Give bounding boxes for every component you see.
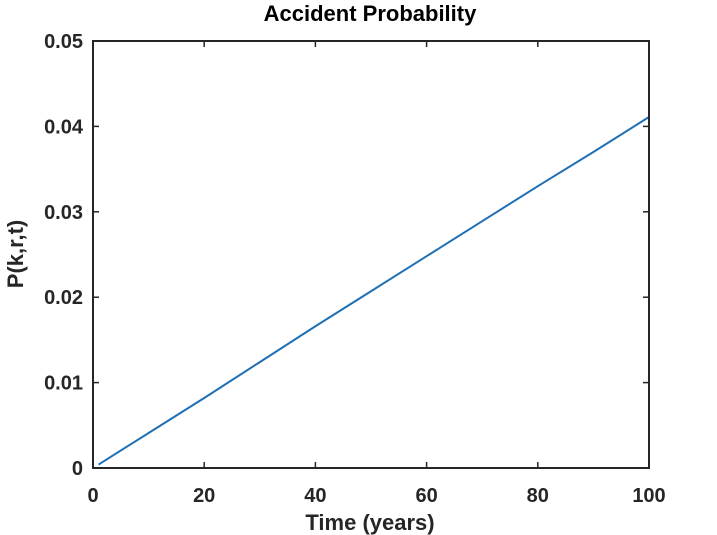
x-tick-label: 20 <box>193 485 215 507</box>
ticks-layer: 0 20 40 60 80 100 0 0.01 0.02 0.03 0.04 0.05 <box>44 31 666 507</box>
y-tick-label: 0.03 <box>44 202 83 224</box>
y-tick-label: 0.05 <box>44 31 83 53</box>
series-layer <box>98 116 650 466</box>
plot-frame <box>92 40 650 469</box>
y-axis-label: P(k,r,t) <box>3 220 28 288</box>
chart-title: Accident Probability <box>264 1 477 26</box>
y-tick-label: 0.02 <box>44 287 83 309</box>
x-tick-label: 100 <box>632 485 665 507</box>
x-tick-label: 40 <box>304 485 326 507</box>
y-tick-label: 0.01 <box>44 373 83 395</box>
x-axis-label: Time (years) <box>305 510 434 535</box>
series-line-1 <box>98 116 650 466</box>
x-tick-label: 80 <box>527 485 549 507</box>
y-tick-label: 0.04 <box>44 116 84 138</box>
x-tick-label: 0 <box>87 485 98 507</box>
x-tick-label: 60 <box>415 485 437 507</box>
y-tick-label: 0 <box>72 458 83 480</box>
